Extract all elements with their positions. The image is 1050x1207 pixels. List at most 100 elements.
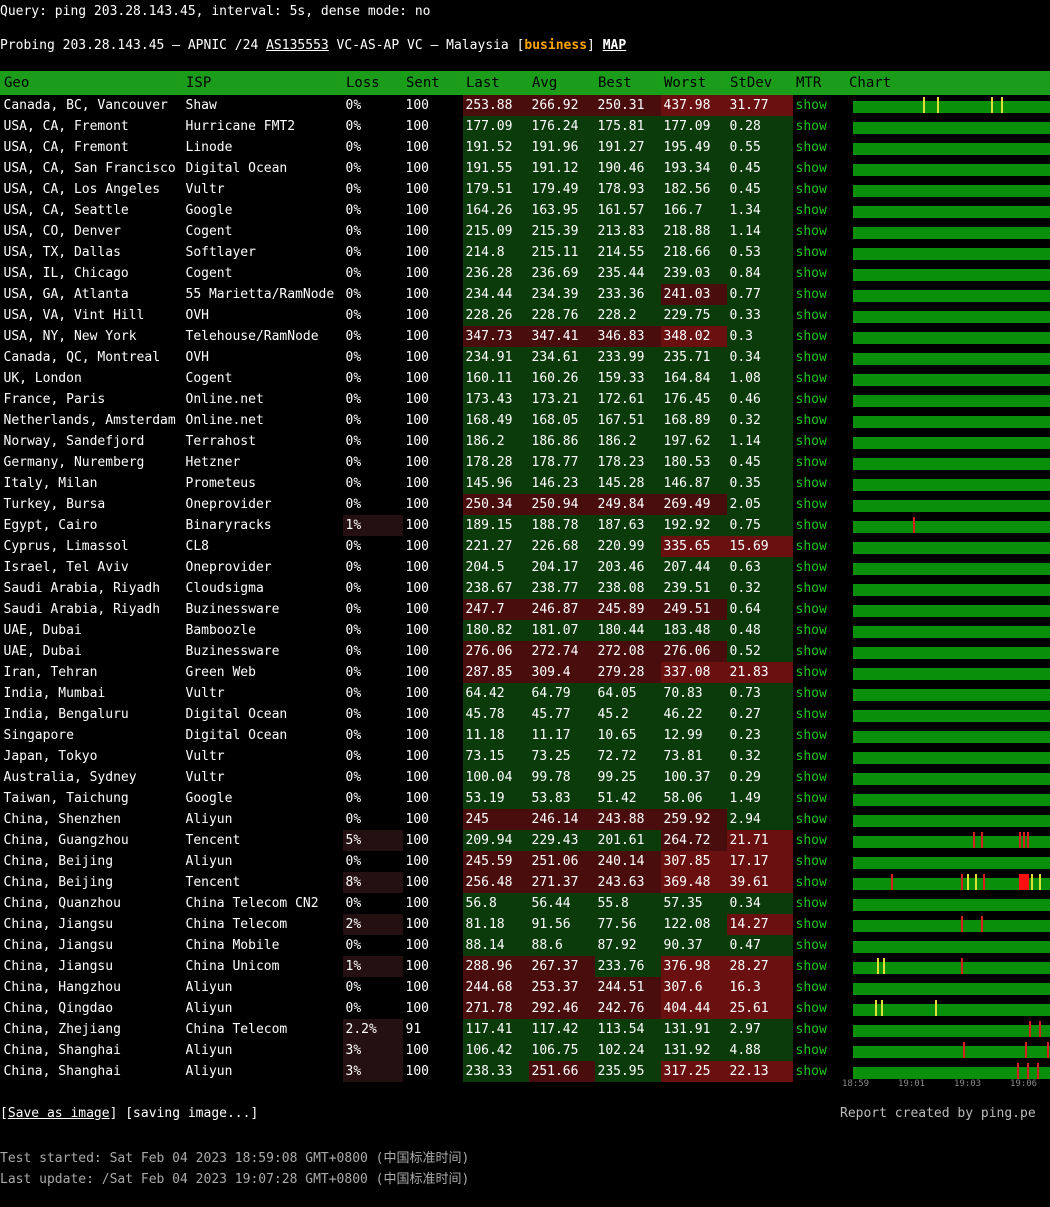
mtr-show-link[interactable]: show bbox=[795, 602, 827, 617]
latency-sparkline bbox=[852, 1062, 1050, 1079]
cell-sent: 100 bbox=[405, 287, 429, 302]
mtr-show-link[interactable]: show bbox=[795, 518, 827, 533]
cell-stdev: 0.75 bbox=[726, 515, 793, 536]
mtr-show-link[interactable]: show bbox=[795, 98, 827, 113]
cell-loss: 0% bbox=[345, 644, 362, 659]
mtr-show-link[interactable]: show bbox=[795, 497, 827, 512]
mtr-show-link[interactable]: show bbox=[795, 455, 827, 470]
cell-stdev: 0.32 bbox=[726, 410, 793, 431]
cell-best: 233.76 bbox=[594, 956, 661, 977]
mtr-show-link[interactable]: show bbox=[795, 350, 827, 365]
mtr-show-link[interactable]: show bbox=[795, 224, 827, 239]
mtr-show-link[interactable]: show bbox=[795, 896, 827, 911]
mtr-show-link[interactable]: show bbox=[795, 287, 827, 302]
mtr-show-link[interactable]: show bbox=[795, 854, 827, 869]
cell-worst: 259.92 bbox=[660, 809, 727, 830]
mtr-show-link[interactable]: show bbox=[795, 434, 827, 449]
cell-sent: 100 bbox=[405, 581, 429, 596]
latency-chart-cell bbox=[849, 683, 1050, 704]
cell-best: 99.25 bbox=[594, 767, 661, 788]
latency-chart-cell bbox=[849, 368, 1050, 389]
cell-loss: 0% bbox=[345, 539, 362, 554]
latency-sparkline bbox=[852, 646, 1050, 659]
latency-chart-cell bbox=[849, 998, 1050, 1019]
latency-spike-mark bbox=[934, 999, 937, 1016]
mtr-show-link[interactable]: show bbox=[795, 623, 827, 638]
mtr-show-link[interactable]: show bbox=[795, 1043, 827, 1058]
cell-worst: 404.44 bbox=[660, 998, 727, 1019]
mtr-show-link[interactable]: show bbox=[795, 329, 827, 344]
mtr-show-link[interactable]: show bbox=[795, 749, 827, 764]
mtr-show-link[interactable]: show bbox=[795, 308, 827, 323]
mtr-show-link[interactable]: show bbox=[795, 1001, 827, 1016]
table-row: France, Paris Online.net 0% 100 173.43 173.21… bbox=[1, 389, 1050, 410]
mtr-show-link[interactable]: show bbox=[795, 203, 827, 218]
cell-avg: 53.83 bbox=[528, 788, 595, 809]
cell-avg: 246.87 bbox=[528, 599, 595, 620]
cell-loss: 3% bbox=[342, 1040, 403, 1061]
cell-stdev: 0.33 bbox=[726, 305, 793, 326]
cell-sent: 100 bbox=[405, 854, 429, 869]
query-line: Query: ping 203.28.143.45, interval: 5s,… bbox=[0, 4, 431, 19]
mtr-show-link[interactable]: show bbox=[795, 644, 827, 659]
mtr-show-link[interactable]: show bbox=[795, 728, 827, 743]
latency-chart-cell bbox=[849, 263, 1050, 284]
table-row: USA, IL, Chicago Cogent 0% 100 236.28 236.69 2… bbox=[1, 263, 1050, 284]
map-link[interactable]: MAP bbox=[602, 38, 627, 53]
cell-avg: 234.39 bbox=[528, 284, 595, 305]
table-row: USA, CA, Los Angeles Vultr 0% 100 179.51 179.… bbox=[1, 179, 1050, 200]
cell-geo: Saudi Arabia, Riyadh bbox=[3, 602, 161, 617]
cell-stdev: 1.14 bbox=[726, 221, 793, 242]
mtr-show-link[interactable]: show bbox=[795, 959, 827, 974]
latency-sparkline bbox=[852, 667, 1050, 680]
cell-loss: 0% bbox=[345, 329, 362, 344]
mtr-show-link[interactable]: show bbox=[795, 266, 827, 281]
mtr-show-link[interactable]: show bbox=[795, 182, 827, 197]
mtr-show-link[interactable]: show bbox=[795, 980, 827, 995]
latency-sparkline bbox=[852, 415, 1050, 428]
mtr-show-link[interactable]: show bbox=[795, 707, 827, 722]
cell-sent: 100 bbox=[405, 791, 429, 806]
mtr-show-link[interactable]: show bbox=[795, 392, 827, 407]
cell-last: 73.15 bbox=[462, 746, 529, 767]
cell-isp: Aliyun bbox=[185, 1043, 233, 1058]
mtr-show-link[interactable]: show bbox=[795, 245, 827, 260]
cell-best: 243.63 bbox=[594, 872, 661, 893]
save-as-image-link[interactable]: Save as image bbox=[7, 1106, 110, 1121]
table-row: Canada, QC, Montreal OVH 0% 100 234.91 234.61… bbox=[1, 347, 1050, 368]
mtr-show-link[interactable]: show bbox=[795, 1064, 827, 1079]
mtr-show-link[interactable]: show bbox=[795, 875, 827, 890]
table-row: USA, GA, Atlanta 55 Marietta/RamNode 0% 100… bbox=[1, 284, 1050, 305]
mtr-show-link[interactable]: show bbox=[795, 161, 827, 176]
mtr-show-link[interactable]: show bbox=[795, 686, 827, 701]
mtr-show-link[interactable]: show bbox=[795, 812, 827, 827]
cell-best: 72.72 bbox=[594, 746, 661, 767]
mtr-show-link[interactable]: show bbox=[795, 413, 827, 428]
mtr-show-link[interactable]: show bbox=[795, 560, 827, 575]
asn-link[interactable]: AS135553 bbox=[266, 38, 329, 53]
cell-best: 187.63 bbox=[594, 515, 661, 536]
mtr-show-link[interactable]: show bbox=[795, 917, 827, 932]
mtr-show-link[interactable]: show bbox=[795, 476, 827, 491]
table-row: USA, VA, Vint Hill OVH 0% 100 228.26 228.76 22… bbox=[1, 305, 1050, 326]
cell-worst: 376.98 bbox=[660, 956, 727, 977]
mtr-show-link[interactable]: show bbox=[795, 791, 827, 806]
cell-last: 236.28 bbox=[462, 263, 529, 284]
mtr-show-link[interactable]: show bbox=[795, 665, 827, 680]
mtr-show-link[interactable]: show bbox=[795, 581, 827, 596]
mtr-show-link[interactable]: show bbox=[795, 119, 827, 134]
mtr-show-link[interactable]: show bbox=[795, 539, 827, 554]
cell-isp: Aliyun bbox=[185, 1064, 233, 1079]
cell-last: 180.82 bbox=[462, 620, 529, 641]
cell-worst: 348.02 bbox=[660, 326, 727, 347]
mtr-show-link[interactable]: show bbox=[795, 371, 827, 386]
mtr-show-link[interactable]: show bbox=[795, 938, 827, 953]
latency-sparkline bbox=[852, 96, 1050, 113]
mtr-show-link[interactable]: show bbox=[795, 770, 827, 785]
mtr-show-link[interactable]: show bbox=[795, 833, 827, 848]
mtr-show-link[interactable]: show bbox=[795, 1022, 827, 1037]
cell-geo: UAE, Dubai bbox=[3, 623, 82, 638]
cell-sent: 100 bbox=[405, 476, 429, 491]
cell-sent: 100 bbox=[405, 623, 429, 638]
mtr-show-link[interactable]: show bbox=[795, 140, 827, 155]
